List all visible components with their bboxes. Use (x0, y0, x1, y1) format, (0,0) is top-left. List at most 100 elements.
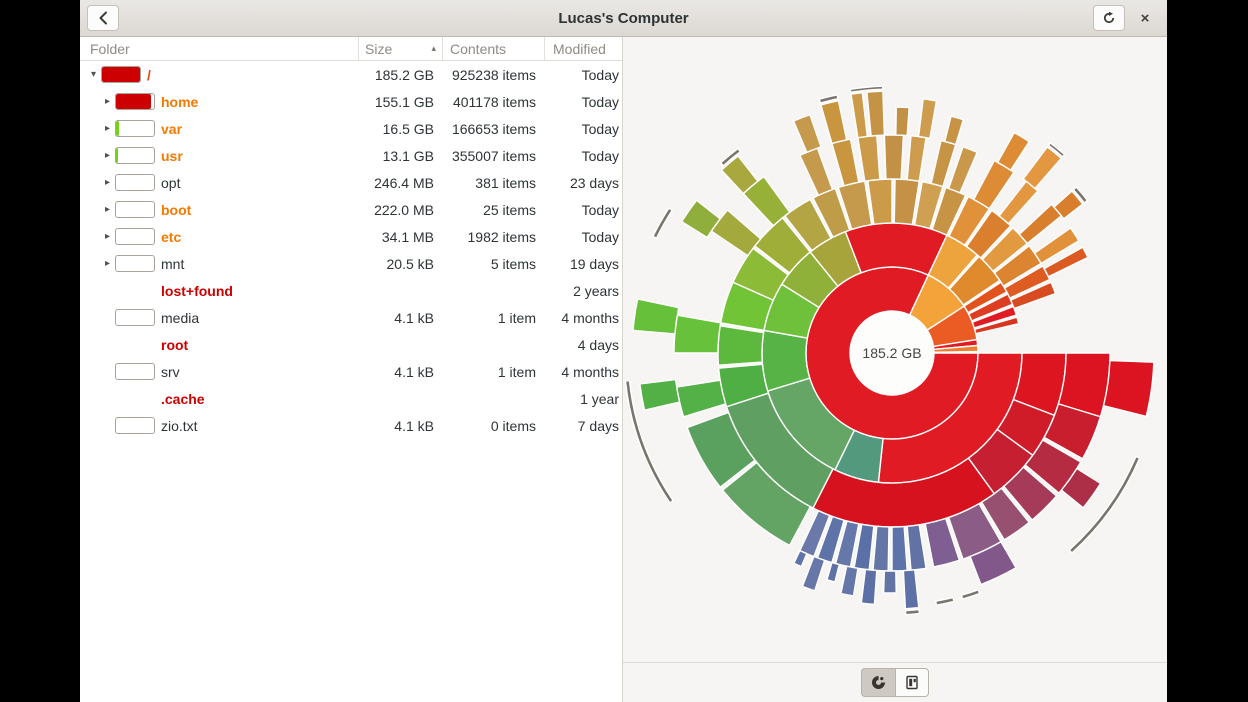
back-button[interactable] (87, 5, 119, 31)
ring-segment[interactable] (717, 325, 765, 366)
treemap-view-button[interactable] (895, 668, 929, 697)
table-row[interactable]: zio.txt 4.1 kB 0 items 7 days (80, 412, 622, 439)
expander-right-icon[interactable]: ▸ (104, 258, 111, 269)
ring-segment[interactable] (904, 608, 921, 616)
ring-segment[interactable] (902, 569, 920, 610)
ring-segment[interactable] (980, 487, 1030, 541)
table-row[interactable]: ▸ usr 13.1 GB 355007 items Today (80, 142, 622, 169)
table-row[interactable]: root 4 days (80, 331, 622, 358)
ring-segment[interactable] (849, 85, 884, 93)
ring-segment[interactable] (1102, 359, 1155, 418)
ring-segment[interactable] (944, 115, 965, 146)
table-row[interactable]: srv 4.1 kB 1 item 4 months (80, 358, 622, 385)
ring-segment[interactable] (624, 379, 674, 504)
expander-right-icon[interactable]: ▸ (104, 204, 111, 215)
ring-segment[interactable] (893, 178, 920, 226)
ring-segment[interactable] (720, 147, 742, 167)
rings-view-button[interactable] (861, 668, 895, 697)
ring-segment[interactable] (906, 524, 927, 571)
expander-right-icon[interactable]: ▸ (104, 96, 111, 107)
ring-segment[interactable] (965, 209, 1012, 259)
ring-segment[interactable] (1043, 403, 1102, 460)
ring-segment[interactable] (1018, 203, 1063, 245)
ring-segment[interactable] (1072, 186, 1089, 204)
ring-segment[interactable] (820, 99, 848, 145)
ring-segment[interactable] (1022, 146, 1062, 190)
ring-segment[interactable] (1010, 281, 1057, 310)
expander-right-icon[interactable]: ▸ (104, 123, 111, 134)
ring-segment[interactable] (924, 517, 961, 568)
expander-right-icon[interactable]: ▸ (104, 231, 111, 242)
column-header-size[interactable]: Size ▴ (358, 37, 442, 60)
table-row[interactable]: ▸ etc 34.1 MB 1982 items Today (80, 223, 622, 250)
ring-segment[interactable] (883, 134, 905, 180)
ring-segment[interactable] (935, 596, 955, 606)
column-header-contents[interactable]: Contents (442, 37, 544, 60)
ring-segment[interactable] (801, 555, 826, 592)
ring-segment[interactable] (1060, 467, 1102, 509)
ring-segment[interactable] (732, 247, 789, 301)
ring-segment[interactable] (857, 134, 881, 182)
expander-right-icon[interactable]: ▸ (104, 150, 111, 161)
ring-segment[interactable] (969, 541, 1017, 586)
ring-segment[interactable] (993, 245, 1042, 287)
ring-segment[interactable] (1068, 455, 1141, 554)
table-row[interactable]: ▸ mnt 20.5 kB 5 items 19 days (80, 250, 622, 277)
ring-segment[interactable] (906, 135, 927, 182)
table-row[interactable]: ▸ var 16.5 GB 166653 items Today (80, 115, 622, 142)
ring-segment[interactable] (639, 378, 681, 411)
ring-segment[interactable] (799, 147, 834, 196)
table-row[interactable]: lost+found 2 years (80, 277, 622, 304)
ring-segment[interactable] (799, 510, 831, 558)
ring-segment[interactable] (1043, 246, 1089, 278)
expander-down-icon[interactable]: ▾ (90, 69, 97, 80)
table-row[interactable]: .cache 1 year (80, 385, 622, 412)
ring-segment[interactable] (1003, 466, 1058, 521)
ring-segment[interactable] (860, 568, 878, 606)
ring-segment[interactable] (866, 90, 886, 137)
ring-segment[interactable] (816, 515, 845, 564)
ring-segment[interactable] (947, 146, 978, 194)
ring-segment[interactable] (917, 98, 938, 140)
expander-right-icon[interactable]: ▸ (104, 177, 111, 188)
column-header-folder[interactable]: Folder (90, 40, 130, 57)
ring-segment[interactable] (784, 198, 832, 252)
ring-segment[interactable] (1053, 190, 1084, 220)
ring-segment[interactable] (882, 570, 897, 594)
close-button[interactable]: × (1140, 9, 1150, 27)
table-row[interactable]: ▸ boot 222.0 MB 25 items Today (80, 196, 622, 223)
ring-segment[interactable] (850, 91, 869, 139)
table-row[interactable]: ▾ / 185.2 GB 925238 items Today (80, 61, 622, 88)
ring-segment[interactable] (996, 131, 1030, 171)
ring-segment[interactable] (792, 114, 822, 154)
ring-segment[interactable] (793, 549, 808, 568)
ring-segment[interactable] (973, 316, 1020, 335)
ring-segment[interactable] (981, 227, 1028, 272)
table-row[interactable]: ▸ home 155.1 GB 401178 items Today (80, 88, 622, 115)
rings-chart[interactable]: 185.2 GB (623, 37, 1167, 662)
ring-segment[interactable] (834, 520, 860, 568)
ring-segment[interactable] (891, 525, 908, 572)
table-row[interactable]: ▸ opt 246.4 MB 381 items 23 days (80, 169, 622, 196)
ring-segment[interactable] (652, 207, 673, 239)
refresh-button[interactable] (1093, 5, 1125, 31)
ring-segment[interactable] (720, 155, 759, 195)
ring-segment[interactable] (721, 461, 812, 547)
ring-segment[interactable] (872, 525, 890, 572)
column-header-modified[interactable]: Modified (544, 37, 622, 60)
ring-segment[interactable] (754, 217, 811, 274)
ring-segment[interactable] (867, 178, 893, 225)
ring-segment[interactable] (960, 589, 981, 600)
ring-segment[interactable] (998, 180, 1039, 225)
table-row[interactable]: media 4.1 kB 1 item 4 months (80, 304, 622, 331)
ring-segment[interactable] (853, 523, 875, 571)
ring-segment[interactable] (680, 199, 721, 239)
ring-segment[interactable] (818, 94, 839, 104)
ring-segment[interactable] (686, 411, 756, 488)
ring-segment[interactable] (895, 106, 910, 137)
ring-segment[interactable] (831, 138, 860, 187)
ring-segment[interactable] (971, 305, 1018, 329)
ring-segment[interactable] (913, 180, 944, 230)
ring-segment[interactable] (826, 561, 840, 583)
ring-segment[interactable] (1033, 227, 1080, 265)
